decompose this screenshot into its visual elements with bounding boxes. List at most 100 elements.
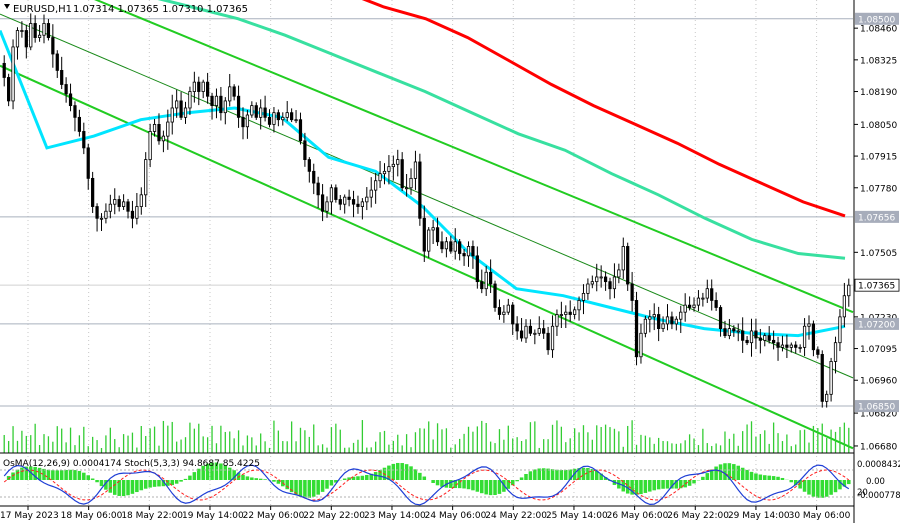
price-level-tag-box (855, 400, 899, 413)
x-tick-label: 30 May 06:00 (789, 511, 851, 521)
candle-body (524, 325, 528, 339)
candle-body (170, 107, 174, 123)
y-tick-label: 1.08050 (860, 121, 897, 131)
candle-body (652, 314, 656, 318)
candle-body (192, 81, 196, 92)
price-level-tag: 1.07656 (858, 213, 895, 223)
candle-body (679, 311, 683, 320)
candle-body (99, 217, 104, 220)
candle-body (683, 304, 687, 313)
candle-body (475, 255, 479, 283)
candle-body (639, 332, 643, 358)
candle-body (400, 159, 404, 189)
x-tick-label: 23 May 14:00 (364, 511, 426, 521)
candle-body (674, 318, 678, 325)
candle-body (776, 342, 780, 348)
x-tick-label: 19 May 14:00 (182, 511, 244, 521)
candle-body (241, 116, 245, 128)
y-tick-label: 1.07915 (860, 153, 897, 163)
candle-body (15, 30, 20, 48)
candle-body (276, 112, 280, 121)
candle-body (497, 307, 502, 315)
price-tags: 1.08500 1.07656 1.07200 1.06850 1.07365 (854, 12, 900, 413)
candle-body (736, 330, 740, 333)
candle-body (811, 323, 816, 351)
collapse-arrow-icon[interactable] (4, 4, 10, 9)
stochastic-lines (0, 464, 853, 506)
candle-body (727, 328, 732, 337)
candle-body (749, 330, 754, 344)
candle-body (20, 30, 24, 32)
indicator-scale-zero: 0.00 (866, 477, 885, 487)
candle-body (533, 332, 537, 335)
candle-body (68, 93, 73, 107)
candle-body (807, 323, 811, 327)
candle-body (7, 77, 11, 102)
candle-body (493, 283, 497, 308)
candle-body (360, 201, 364, 207)
y-tick-label: 1.07780 (860, 184, 897, 194)
price-level-tag: 1.06850 (858, 403, 895, 413)
candle-body (254, 105, 258, 118)
candle-body (484, 271, 488, 290)
candle-body (396, 159, 400, 165)
candle-body (108, 203, 112, 212)
candle-body (86, 147, 90, 179)
candle-body (519, 330, 524, 339)
candle-body (104, 210, 108, 219)
candle-body (263, 107, 267, 118)
candle-body (802, 325, 807, 348)
ema-fast-line (0, 29, 846, 338)
candle-body (130, 210, 135, 219)
price-level-tag-box (855, 12, 899, 25)
price-level-tag-box (855, 317, 899, 330)
candle-body (723, 328, 727, 337)
candle-body (365, 196, 369, 203)
candle-body (387, 166, 391, 172)
candle-body (223, 100, 227, 114)
candle-body (210, 95, 214, 107)
candle-body (718, 307, 723, 330)
candle-body (657, 314, 661, 330)
current-price-tag-border (854, 278, 900, 292)
x-tick-label: 17 May 2023 (0, 511, 59, 521)
candle-body (780, 344, 785, 348)
indicator-label: OsMA(12,26,9) 0.0004174 Stoch(5,3,3) 94.… (3, 459, 260, 469)
candle-body (325, 201, 329, 212)
candle-body (599, 276, 603, 279)
candle-body (139, 194, 143, 207)
candle-body (356, 203, 360, 207)
candle-body (648, 316, 652, 320)
candle-body (634, 300, 639, 358)
candle-body (537, 328, 541, 334)
candle-body (741, 330, 745, 341)
candle-body (272, 112, 276, 125)
candle-body (763, 335, 767, 341)
candle-body (214, 95, 219, 107)
candle-body (630, 283, 634, 301)
candle-body (798, 346, 802, 349)
candle-body (573, 309, 577, 315)
candle-body (126, 201, 130, 212)
candle-body (236, 95, 241, 118)
candle-body (847, 284, 851, 297)
candle-body (121, 201, 126, 207)
candle-body (816, 349, 820, 355)
candle-body (754, 330, 758, 339)
candle-body (60, 70, 64, 85)
candle-body (714, 300, 718, 308)
stoch-main-line (3, 464, 850, 506)
candle-body (590, 281, 594, 285)
channel-mid-line (0, 13, 854, 379)
candle-body (838, 316, 842, 344)
x-tick-label: 24 May 22:00 (485, 511, 547, 521)
candle-body (82, 131, 86, 149)
candle-body (219, 95, 223, 114)
candle-body (608, 281, 612, 290)
ema-mid-line (157, 0, 846, 260)
candle-body (206, 81, 210, 97)
candle-body (338, 199, 342, 205)
